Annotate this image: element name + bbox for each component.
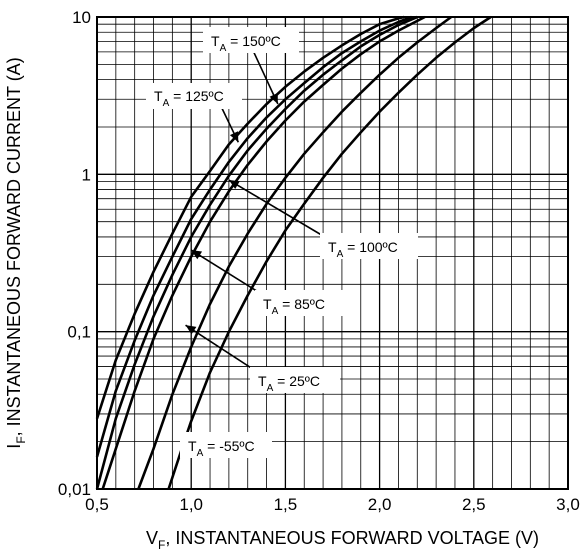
- series-curve-1: [95, 15, 413, 458]
- curves: [95, 15, 492, 490]
- x-tick-label: 1,5: [274, 495, 298, 514]
- annotation-label-bg: [250, 367, 340, 393]
- annotation-label: TA = 150ºC: [211, 33, 281, 54]
- annotation-label-bg: [146, 83, 242, 109]
- annotation-label: TA = 125ºC: [154, 88, 224, 109]
- x-tick-label: 0,5: [85, 495, 109, 514]
- annotation-label-bg: [320, 233, 418, 259]
- y-tick-label: 10: [72, 8, 91, 27]
- series-curve-5: [167, 15, 492, 490]
- y-axis-title: IF, INSTANTANEOUS FORWARD CURRENT (A): [4, 57, 28, 448]
- annotation-label-bg: [180, 432, 272, 458]
- x-tick-label: 2,0: [368, 495, 392, 514]
- annotation-label: TA = -55ºC: [188, 438, 255, 459]
- y-tick-label: 1: [82, 165, 91, 184]
- y-tick-label: 0,01: [58, 480, 91, 499]
- series-curve-3: [101, 15, 426, 490]
- annotation-arrowhead: [229, 131, 239, 143]
- series-curve-4: [137, 15, 452, 490]
- annotation-label-bg: [203, 27, 299, 53]
- annotations: TA = 150ºC TA = 125ºC TA = 100ºC TA = 85ºC T…: [146, 27, 418, 459]
- annotation-label-bg: [255, 290, 345, 316]
- annotation-arrow-line: [249, 43, 279, 105]
- annotation-arrow-line: [228, 179, 331, 241]
- x-tick-label: 2,5: [462, 495, 486, 514]
- annotation-arrow-line: [185, 324, 263, 376]
- series-curve-2: [95, 15, 418, 490]
- tick-labels: 0,5 1,0 1,5 2,0 2,5 3,0 0,01 0,1 1 10: [58, 8, 580, 514]
- annotation-label: TA = 100ºC: [328, 239, 398, 260]
- annotation-arrowhead: [269, 93, 278, 104]
- annotation-label: TA = 25ºC: [258, 373, 320, 394]
- y-tick-label: 0,1: [67, 323, 91, 342]
- annotation-label: TA = 85ºC: [263, 296, 325, 317]
- series-curve-0: [95, 15, 405, 419]
- annotation-arrowhead: [228, 180, 240, 190]
- x-tick-label: 3,0: [556, 495, 580, 514]
- x-tick-label: 1,0: [179, 495, 203, 514]
- annotation-arrowhead: [191, 250, 203, 260]
- plot-frame: [96, 16, 569, 490]
- x-axis-title: VF, INSTANTANEOUS FORWARD VOLTAGE (V): [146, 528, 539, 552]
- annotation-arrowhead: [185, 325, 197, 335]
